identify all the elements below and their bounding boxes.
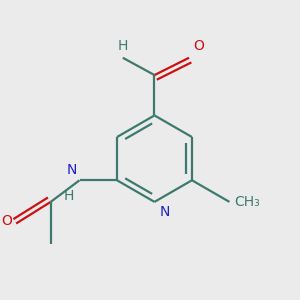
Text: O: O xyxy=(194,39,204,53)
Text: H: H xyxy=(118,39,128,53)
Text: O: O xyxy=(1,214,12,228)
Text: N: N xyxy=(160,205,170,219)
Text: N: N xyxy=(66,163,77,177)
Text: H: H xyxy=(64,189,74,203)
Text: CH₃: CH₃ xyxy=(234,195,260,209)
